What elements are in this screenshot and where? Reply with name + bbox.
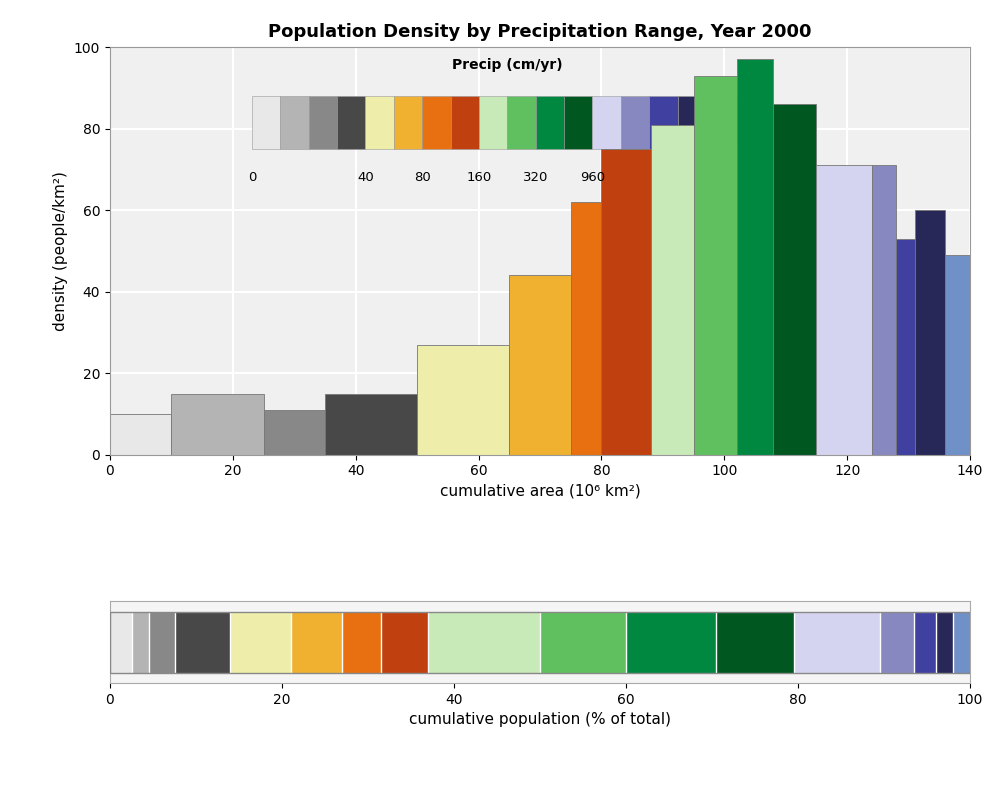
Bar — [914, 612, 936, 674]
Text: 160: 160 — [466, 171, 492, 184]
Bar — [507, 96, 536, 149]
Bar — [592, 96, 621, 149]
Bar — [264, 410, 325, 455]
X-axis label: cumulative population (% of total): cumulative population (% of total) — [409, 712, 671, 727]
Bar — [417, 345, 509, 455]
X-axis label: cumulative area (10⁶ km²): cumulative area (10⁶ km²) — [440, 484, 640, 499]
Text: 0: 0 — [248, 171, 256, 184]
Bar — [816, 166, 872, 455]
Text: 320: 320 — [523, 171, 548, 184]
Bar — [773, 104, 816, 455]
Bar — [571, 202, 601, 455]
Bar — [945, 255, 970, 455]
Bar — [678, 96, 706, 149]
Bar — [291, 612, 342, 674]
Bar — [175, 612, 230, 674]
Bar — [694, 75, 737, 455]
Bar — [280, 96, 309, 149]
Bar — [149, 612, 175, 674]
Bar — [737, 60, 773, 455]
Text: 960: 960 — [580, 171, 605, 184]
Bar — [915, 210, 945, 455]
Bar — [252, 96, 280, 149]
Bar — [509, 276, 571, 455]
Bar — [110, 612, 970, 674]
Bar — [342, 612, 381, 674]
Title: Population Density by Precipitation Range, Year 2000: Population Density by Precipitation Rang… — [268, 24, 812, 42]
Bar — [794, 612, 880, 674]
Bar — [734, 96, 763, 149]
Bar — [564, 96, 592, 149]
Bar — [540, 612, 626, 674]
Text: Precip (cm/yr): Precip (cm/yr) — [452, 57, 563, 71]
Text: 80: 80 — [414, 171, 431, 184]
Bar — [621, 96, 649, 149]
Bar — [422, 96, 451, 149]
Bar — [365, 96, 394, 149]
Bar — [706, 96, 734, 149]
Bar — [451, 96, 479, 149]
Bar — [953, 612, 970, 674]
Text: 40: 40 — [357, 171, 374, 184]
Bar — [649, 96, 678, 149]
Bar — [601, 149, 651, 455]
Bar — [880, 612, 914, 674]
Y-axis label: density (people/km²): density (people/km²) — [53, 171, 68, 330]
Bar — [337, 96, 365, 149]
Bar — [110, 612, 132, 674]
Bar — [651, 125, 694, 455]
Bar — [325, 393, 417, 455]
Bar — [394, 96, 422, 149]
Bar — [309, 96, 337, 149]
Bar — [716, 612, 794, 674]
Bar — [132, 612, 149, 674]
Bar — [536, 96, 564, 149]
Bar — [936, 612, 953, 674]
Bar — [428, 612, 540, 674]
Bar — [872, 166, 896, 455]
Bar — [896, 239, 915, 455]
Bar — [171, 393, 264, 455]
Bar — [626, 612, 716, 674]
Bar — [230, 612, 291, 674]
Bar — [110, 414, 171, 455]
Bar — [381, 612, 428, 674]
Bar — [479, 96, 507, 149]
